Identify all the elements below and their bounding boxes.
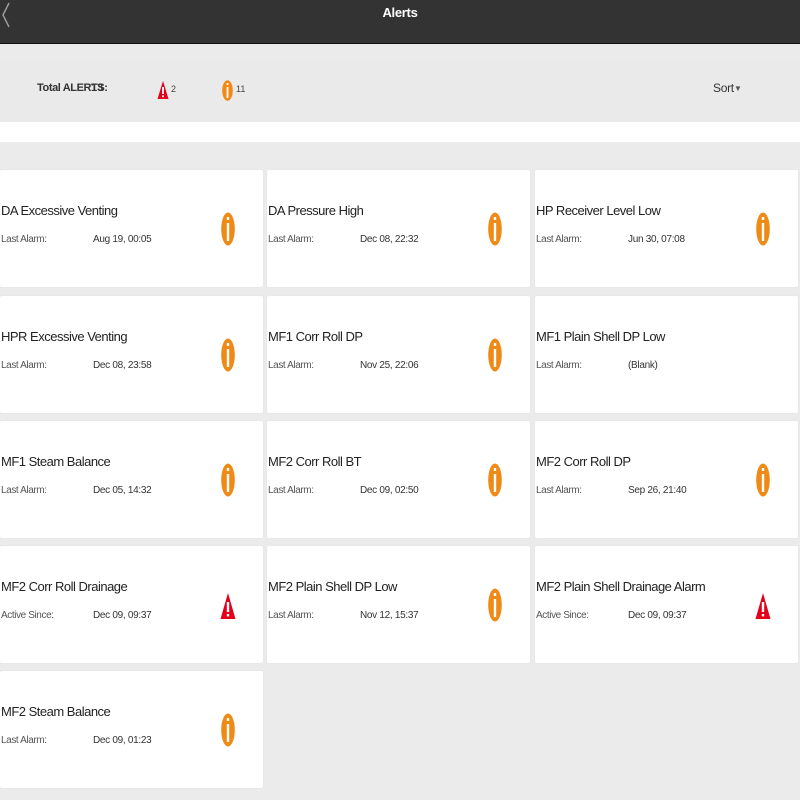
info-icon: [221, 463, 235, 497]
info-icon[interactable]: [222, 80, 233, 101]
top-bar: Alerts: [0, 0, 800, 44]
alert-card[interactable]: HP Receiver Level Low Last Alarm: Jun 30, …: [535, 170, 798, 287]
alert-time-label: Last Alarm:: [268, 485, 314, 496]
info-count: 11: [236, 84, 246, 94]
alert-time-label: Last Alarm:: [268, 360, 314, 371]
total-alerts-count: 13: [91, 82, 104, 94]
info-icon: [756, 212, 770, 246]
alert-title: MF2 Corr Roll DP: [536, 454, 631, 469]
alert-time-value: Dec 08, 23:58: [93, 360, 152, 371]
alert-time-value: Dec 08, 22:32: [360, 234, 419, 245]
alert-title: DA Pressure High: [268, 203, 364, 218]
warning-icon[interactable]: [157, 80, 169, 100]
chevron-left-icon: [2, 2, 10, 28]
alert-card[interactable]: HPR Excessive Venting Last Alarm: Dec 08, …: [0, 296, 263, 413]
alert-time-label: Active Since:: [536, 610, 589, 621]
alert-time-label: Last Alarm:: [536, 360, 582, 371]
alert-card[interactable]: MF2 Steam Balance Last Alarm: Dec 09, 01:2…: [0, 671, 263, 788]
alert-time-value: Nov 12, 15:37: [360, 610, 419, 621]
alert-title: MF2 Corr Roll Drainage: [1, 579, 128, 594]
alert-title: MF2 Steam Balance: [1, 704, 111, 719]
alert-title: MF1 Plain Shell DP Low: [536, 329, 665, 344]
alert-time-value: Dec 09, 09:37: [93, 610, 152, 621]
info-icon: [221, 713, 235, 747]
alert-card[interactable]: MF1 Steam Balance Last Alarm: Dec 05, 14:3…: [0, 421, 263, 538]
alert-time-value: Dec 05, 14:32: [93, 485, 152, 496]
alerts-summary-bar: [0, 58, 800, 122]
alert-time-value: Aug 19, 00:05: [93, 234, 152, 245]
back-button[interactable]: [0, 0, 14, 30]
alert-card[interactable]: MF1 Corr Roll DP Last Alarm: Nov 25, 22:06: [267, 296, 530, 413]
info-icon: [221, 338, 235, 372]
warning-icon: [755, 592, 771, 620]
alert-time-label: Last Alarm:: [1, 735, 47, 746]
alert-title: MF1 Corr Roll DP: [268, 329, 363, 344]
alert-time-label: Active Since:: [1, 610, 54, 621]
alert-card[interactable]: DA Pressure High Last Alarm: Dec 08, 22:32: [267, 170, 530, 287]
alert-time-label: Last Alarm:: [268, 610, 314, 621]
alert-time-value: Nov 25, 22:06: [360, 360, 419, 371]
warning-icon: [220, 592, 236, 620]
alert-time-value: Jun 30, 07:08: [628, 234, 685, 245]
chevron-down-icon[interactable]: ▼: [734, 84, 742, 93]
info-icon: [488, 212, 502, 246]
total-alerts-label: Total ALERTS:: [37, 82, 108, 94]
alert-time-value: Dec 09, 09:37: [628, 610, 687, 621]
alert-card[interactable]: MF2 Plain Shell DP Low Last Alarm: Nov 12,…: [267, 546, 530, 663]
sort-button[interactable]: Sort: [713, 81, 734, 95]
alert-card[interactable]: MF2 Corr Roll DP Last Alarm: Sep 26, 21:40: [535, 421, 798, 538]
alert-time-label: Last Alarm:: [1, 234, 47, 245]
info-icon: [488, 588, 502, 622]
alert-title: MF2 Plain Shell DP Low: [268, 579, 397, 594]
page-title: Alerts: [382, 5, 418, 20]
alert-time-label: Last Alarm:: [536, 485, 582, 496]
info-icon: [488, 338, 502, 372]
alert-title: MF1 Steam Balance: [1, 454, 111, 469]
alert-time-label: Last Alarm:: [268, 234, 314, 245]
alert-time-value: Dec 09, 02:50: [360, 485, 419, 496]
alert-title: DA Excessive Venting: [1, 203, 118, 218]
alert-time-label: Last Alarm:: [1, 360, 47, 371]
info-icon: [756, 463, 770, 497]
divider-band: [0, 122, 800, 142]
alert-title: HPR Excessive Venting: [1, 329, 128, 344]
alert-title: MF2 Plain Shell Drainage Alarm: [536, 579, 706, 594]
alert-title: HP Receiver Level Low: [536, 203, 661, 218]
alert-time-label: Last Alarm:: [536, 234, 582, 245]
alert-card[interactable]: DA Excessive Venting Last Alarm: Aug 19, 0…: [0, 170, 263, 287]
alert-time-label: Last Alarm:: [1, 485, 47, 496]
alert-time-value: (Blank): [628, 360, 658, 371]
alert-card[interactable]: MF2 Plain Shell Drainage Alarm Active Sin…: [535, 546, 798, 663]
alert-time-value: Dec 09, 01:23: [93, 735, 152, 746]
info-icon: [221, 212, 235, 246]
alert-card[interactable]: MF2 Corr Roll BT Last Alarm: Dec 09, 02:50: [267, 421, 530, 538]
warning-count: 2: [171, 84, 177, 94]
info-icon: [488, 463, 502, 497]
alert-title: MF2 Corr Roll BT: [268, 454, 362, 469]
alert-time-value: Sep 26, 21:40: [628, 485, 687, 496]
alert-card[interactable]: MF1 Plain Shell DP Low Last Alarm: (Blank): [535, 296, 798, 413]
alert-card[interactable]: MF2 Corr Roll Drainage Active Since: Dec 0…: [0, 546, 263, 663]
